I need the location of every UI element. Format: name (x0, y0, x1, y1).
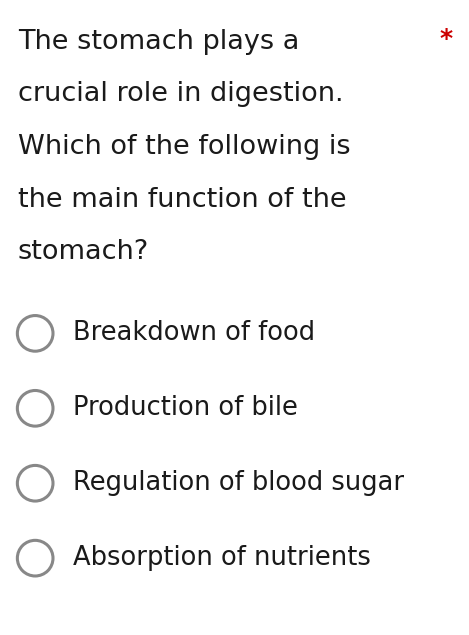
Text: *: * (439, 27, 453, 51)
Text: Production of bile: Production of bile (73, 396, 297, 421)
Text: the main function of the: the main function of the (18, 187, 347, 213)
Text: stomach?: stomach? (18, 239, 149, 265)
Text: Regulation of blood sugar: Regulation of blood sugar (73, 471, 404, 496)
Text: crucial role in digestion.: crucial role in digestion. (18, 81, 343, 107)
Text: Absorption of nutrients: Absorption of nutrients (73, 545, 371, 571)
Text: Which of the following is: Which of the following is (18, 134, 350, 160)
Text: Breakdown of food: Breakdown of food (73, 321, 315, 346)
Text: The stomach plays a: The stomach plays a (18, 29, 299, 55)
